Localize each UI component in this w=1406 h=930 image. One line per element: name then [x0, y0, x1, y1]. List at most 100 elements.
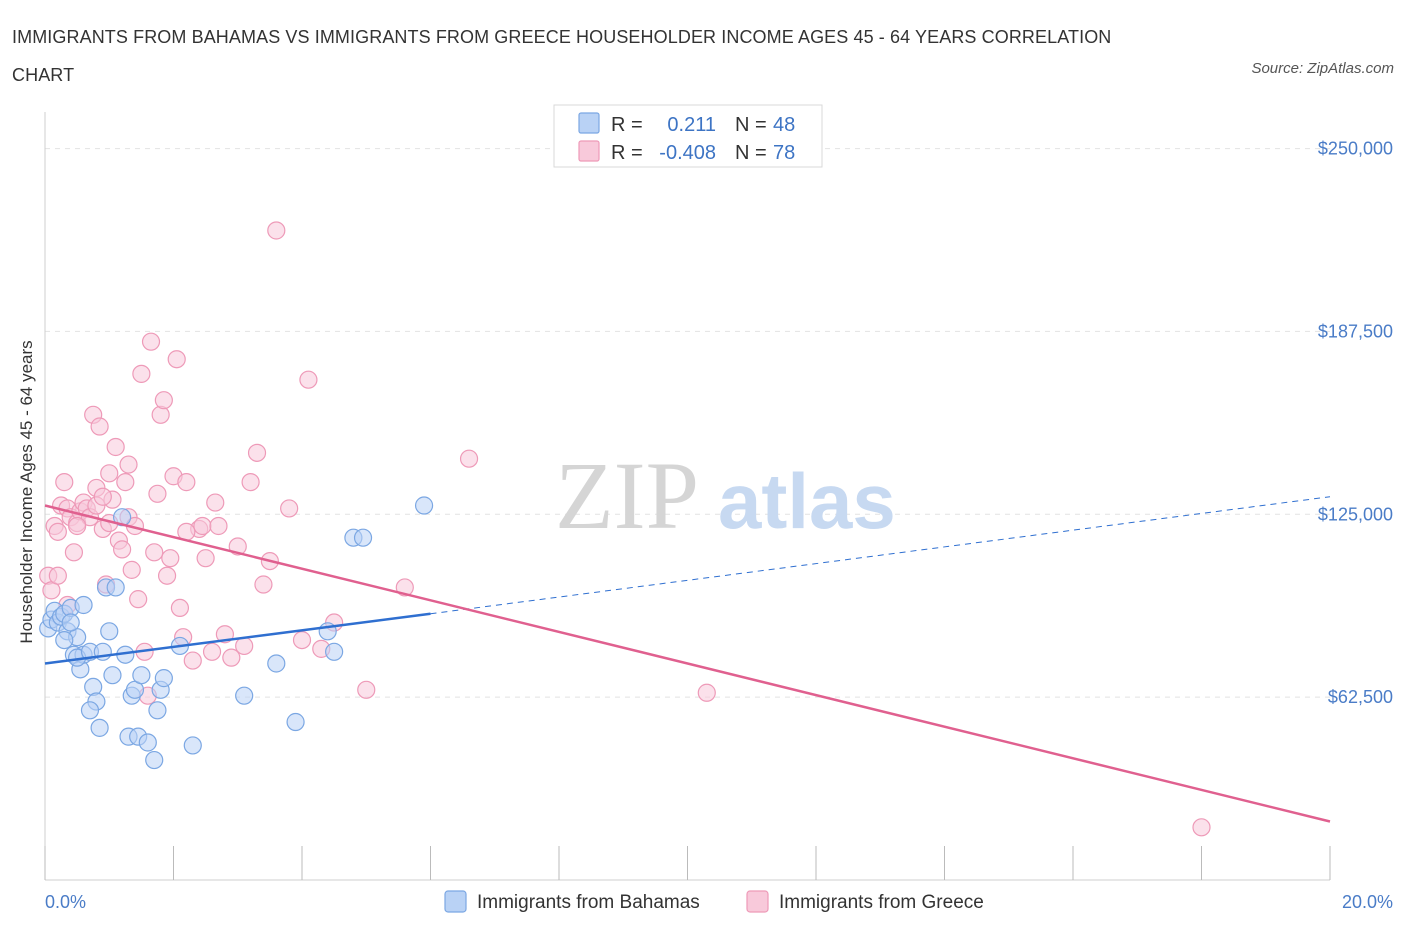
greece-point-33 [145, 543, 164, 562]
greece-point-29 [132, 364, 151, 383]
legend-r-value-bahamas: 0.211 [667, 114, 716, 136]
greece-point-68 [697, 683, 716, 702]
bahamas-point-17 [90, 718, 109, 737]
legend-swatch-bahamas [578, 112, 600, 134]
bahamas-point-42 [353, 528, 373, 547]
greece-point-75 [119, 455, 138, 474]
greece-point-34 [148, 484, 167, 503]
greece-point-43 [177, 473, 196, 492]
greece-point-40 [167, 350, 186, 369]
bahamas-point-22 [106, 578, 125, 597]
greece-point-28 [129, 590, 148, 609]
legend-n-value-bahamas: 48 [773, 114, 795, 136]
greece-point-38 [161, 549, 180, 568]
greece-point-19 [100, 464, 119, 483]
greece-point-77 [93, 487, 112, 506]
greece-point-56 [247, 443, 267, 462]
greece-point-62 [299, 370, 318, 389]
bahamas-point-33 [154, 669, 173, 688]
greece-point-52 [222, 648, 241, 667]
legend-r-label-bahamas: R = [611, 114, 643, 136]
bahamas-points [39, 496, 434, 770]
greece-point-65 [357, 680, 376, 699]
greece-point-55 [241, 473, 260, 492]
greece-point-57 [254, 575, 273, 594]
greece-point-47 [196, 549, 215, 568]
trend-lines [44, 496, 1331, 823]
greece-point-36 [154, 391, 173, 410]
y-tick-label-0: $62,500 [1328, 687, 1393, 707]
bahamas-point-38 [286, 712, 305, 732]
greece-point-26 [122, 560, 141, 579]
greece-point-69 [1192, 818, 1211, 837]
greece-trend-line [44, 504, 1331, 823]
bahamas-point-30 [145, 750, 164, 770]
watermark: ZIP atlas [555, 442, 896, 549]
grid-lines [45, 148, 1330, 698]
x-tick-label-0: 0.0% [45, 892, 86, 912]
y-tick-labels: $62,500 $125,000 $187,500 $250,000 [1318, 139, 1393, 708]
greece-point-50 [209, 516, 228, 536]
bahamas-point-21 [103, 666, 122, 685]
legend-r-label-greece: R = [611, 142, 643, 164]
x-tick-label-1: 20.0% [1342, 892, 1393, 912]
bahamas-point-47 [74, 595, 93, 615]
bahamas-point-14 [84, 677, 103, 697]
bottom-legend-swatch-bahamas [444, 890, 467, 913]
bahamas-trend-extension [430, 496, 1331, 615]
y-tick-label-2: $187,500 [1318, 321, 1393, 341]
bahamas-point-35 [183, 736, 202, 755]
greece-point-21 [106, 437, 125, 457]
greece-point-49 [206, 493, 225, 512]
bahamas-point-36 [235, 686, 254, 705]
greece-point-72 [68, 516, 87, 536]
bottom-legend-label-bahamas: Immigrants from Bahamas [477, 892, 700, 913]
greece-point-61 [292, 630, 312, 650]
y-tick-label-1: $125,000 [1318, 504, 1393, 524]
bahamas-trend-line [44, 612, 431, 665]
bottom-legend-swatch-greece [746, 890, 769, 913]
correlation-legend: R = 0.211 N = 48 R = -0.408 N = 78 [553, 104, 823, 168]
y-tick-label-3: $250,000 [1318, 139, 1393, 159]
greece-point-3 [48, 522, 67, 541]
bahamas-point-31 [148, 701, 167, 720]
bahamas-point-16 [80, 701, 100, 720]
source-label: Source: ZipAtlas.com [1251, 60, 1394, 77]
greece-point-44 [183, 651, 202, 670]
greece-point-16 [90, 417, 109, 436]
greece-point-70 [48, 566, 67, 585]
bahamas-point-29 [138, 733, 157, 752]
greece-point-54 [235, 636, 254, 656]
watermark-zip: ZIP [555, 442, 699, 549]
greece-point-41 [170, 598, 190, 618]
axes [44, 112, 1331, 881]
greece-point-5 [55, 473, 74, 492]
bahamas-point-40 [325, 642, 344, 661]
legend-n-label-greece: N = [735, 142, 767, 164]
bottom-legend-label-greece: Immigrants from Greece [779, 892, 984, 913]
greece-point-67 [459, 449, 479, 468]
greece-point-59 [267, 221, 286, 240]
watermark-atlas: atlas [718, 457, 896, 545]
bahamas-point-28 [132, 666, 151, 685]
greece-point-48 [202, 642, 222, 661]
legend-swatch-greece [578, 140, 600, 162]
greece-point-24 [116, 473, 135, 492]
x-tick-labels: 0.0% 20.0% [45, 892, 1393, 912]
greece-point-8 [64, 543, 84, 562]
chart-title: IMMIGRANTS FROM BAHAMAS VS IMMIGRANTS FR… [12, 27, 1112, 85]
greece-point-46 [193, 516, 212, 536]
bahamas-point-37 [267, 654, 286, 673]
legend-n-label-bahamas: N = [735, 114, 767, 136]
bahamas-point-45 [61, 613, 80, 632]
greece-points [39, 221, 1211, 837]
greece-point-32 [141, 332, 161, 351]
legend-r-value-greece: -0.408 [659, 142, 716, 164]
greece-point-37 [157, 566, 177, 585]
greece-point-35 [151, 405, 170, 424]
bahamas-point-44 [55, 630, 74, 650]
y-axis-label: Householder Income Ages 45 - 64 years [17, 340, 36, 643]
legend-n-value-greece: 78 [773, 142, 795, 164]
greece-point-23 [112, 540, 132, 559]
